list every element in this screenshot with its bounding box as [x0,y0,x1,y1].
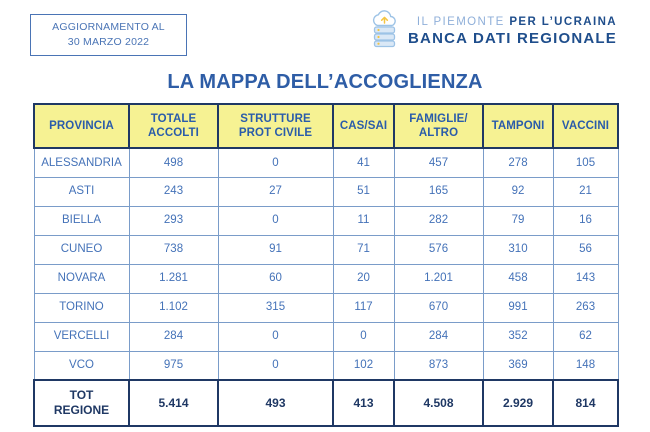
table-body: ALESSANDRIA 498 0 41 457 278 105 ASTI 243 27 51 165… [33,147,619,427]
column-header: VACCINI [552,103,619,149]
value-cell: 352 [482,321,554,352]
column-header: TAMPONI [482,103,554,149]
value-cell: 27 [217,176,334,207]
province-cell: VCO [33,350,130,381]
value-cell: 11 [332,205,395,236]
value-cell: 873 [393,350,484,381]
table-row: CUNEO 738 91 71 576 310 56 [33,234,619,265]
value-cell: 21 [552,176,619,207]
value-cell: 5.414 [128,379,219,427]
province-cell: CUNEO [33,234,130,265]
value-cell: 263 [552,292,619,323]
value-cell: 91 [217,234,334,265]
value-cell: 0 [217,350,334,381]
value-cell: 0 [332,321,395,352]
value-cell: 62 [552,321,619,352]
value-cell: 79 [482,205,554,236]
value-cell: 310 [482,234,554,265]
province-cell: ALESSANDRIA [33,147,130,178]
value-cell: 1.281 [128,263,219,294]
value-cell: 92 [482,176,554,207]
value-cell: 2.929 [482,379,554,427]
value-cell: 60 [217,263,334,294]
table-total-row: TOT REGIONE 5.414 493 413 4.508 2.929 814 [33,379,619,427]
province-cell: NOVARA [33,263,130,294]
value-cell: 102 [332,350,395,381]
value-cell: 975 [128,350,219,381]
province-cell: TOT REGIONE [33,379,130,427]
value-cell: 670 [393,292,484,323]
update-date-line2: 30 MARZO 2022 [67,36,150,48]
value-cell: 369 [482,350,554,381]
value-cell: 71 [332,234,395,265]
table-row: NOVARA 1.281 60 20 1.201 458 143 [33,263,619,294]
column-header: PROVINCIA [33,103,130,149]
value-cell: 0 [217,147,334,178]
table-header-row: PROVINCIA TOTALE ACCOLTI STRUTTURE PROT CI… [33,103,619,149]
value-cell: 1.201 [393,263,484,294]
regional-logo: IL PIEMONTE PER L’UCRAINA BANCA DATI REG… [368,10,617,53]
value-cell: 20 [332,263,395,294]
column-header: CAS/SAI [332,103,395,149]
update-date-line1: AGGIORNAMENTO AL [52,20,165,33]
table-row: VERCELLI 284 0 0 284 352 62 [33,321,619,352]
logo-text: IL PIEMONTE PER L’UCRAINA BANCA DATI REG… [408,16,617,47]
value-cell: 991 [482,292,554,323]
column-header: FAMIGLIE/ ALTRO [393,103,484,149]
value-cell: 293 [128,205,219,236]
value-cell: 493 [217,379,334,427]
accoglienza-table: PROVINCIA TOTALE ACCOLTI STRUTTURE PROT CI… [33,103,619,427]
table-row: VCO 975 0 102 873 369 148 [33,350,619,381]
column-header: TOTALE ACCOLTI [128,103,219,149]
value-cell: 814 [552,379,619,427]
value-cell: 282 [393,205,484,236]
table-row: ASTI 243 27 51 165 92 21 [33,176,619,207]
table-row: TORINO 1.102 315 117 670 991 263 [33,292,619,323]
value-cell: 738 [128,234,219,265]
value-cell: 165 [393,176,484,207]
logo-line1: IL PIEMONTE PER L’UCRAINA [408,16,617,28]
logo-brand-light: IL PIEMONTE [416,16,505,28]
value-cell: 457 [393,147,484,178]
value-cell: 1.102 [128,292,219,323]
table-row: BIELLA 293 0 11 282 79 16 [33,205,619,236]
table-row: ALESSANDRIA 498 0 41 457 278 105 [33,147,619,178]
value-cell: 0 [217,321,334,352]
value-cell: 243 [128,176,219,207]
page-title: LA MAPPA DELL’ACCOGLIENZA [167,71,483,93]
province-cell: BIELLA [33,205,130,236]
value-cell: 458 [482,263,554,294]
value-cell: 284 [128,321,219,352]
province-cell: ASTI [33,176,130,207]
value-cell: 51 [332,176,395,207]
value-cell: 143 [552,263,619,294]
table-header: PROVINCIA TOTALE ACCOLTI STRUTTURE PROT CI… [33,103,619,149]
value-cell: 576 [393,234,484,265]
value-cell: 413 [332,379,395,427]
value-cell: 41 [332,147,395,178]
value-cell: 0 [217,205,334,236]
province-cell: VERCELLI [33,321,130,352]
logo-subtitle: BANCA DATI REGIONALE [408,30,617,47]
value-cell: 16 [552,205,619,236]
logo-brand-bold: PER L’UCRAINA [509,16,617,28]
value-cell: 148 [552,350,619,381]
value-cell: 105 [552,147,619,178]
value-cell: 278 [482,147,554,178]
cloud-database-icon [368,10,401,53]
value-cell: 284 [393,321,484,352]
update-date-box: AGGIORNAMENTO AL 30 MARZO 2022 [30,14,187,56]
value-cell: 498 [128,147,219,178]
value-cell: 315 [217,292,334,323]
column-header: STRUTTURE PROT CIVILE [217,103,334,149]
province-cell: TORINO [33,292,130,323]
value-cell: 56 [552,234,619,265]
value-cell: 117 [332,292,395,323]
value-cell: 4.508 [393,379,484,427]
